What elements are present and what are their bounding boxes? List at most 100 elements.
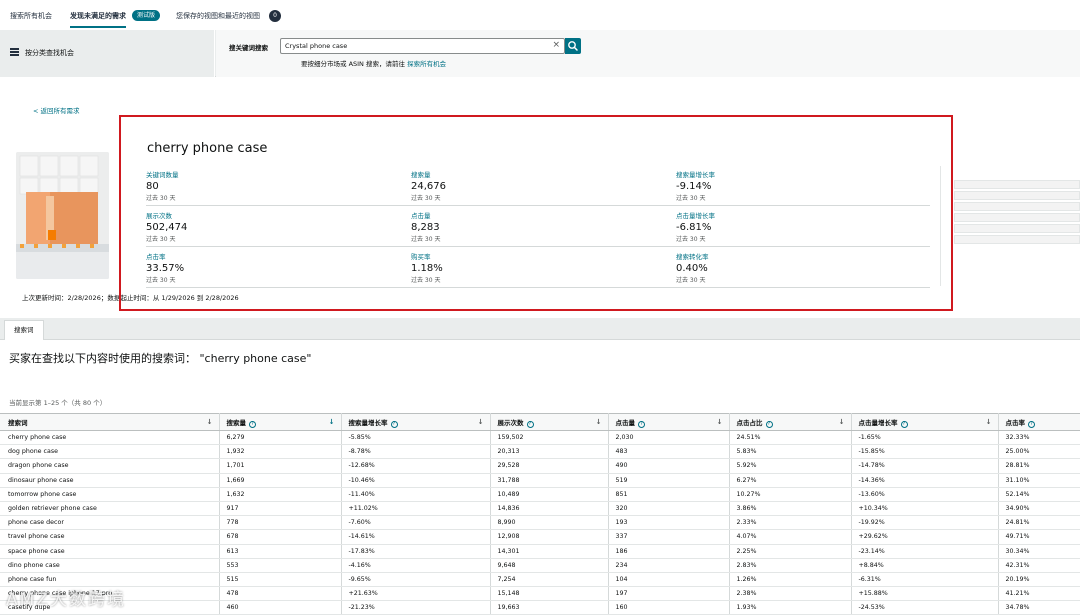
explore-all-opportunities-link[interactable]: 探索所有机会 xyxy=(407,60,447,68)
table-cell: 851 xyxy=(608,487,730,502)
table-cell: -15.85% xyxy=(851,444,999,460)
table-cell: phone case decor xyxy=(0,515,220,531)
sort-down-icon[interactable]: ↓ xyxy=(838,418,845,426)
sort-down-icon[interactable]: ↓ xyxy=(985,418,992,426)
search-button[interactable] xyxy=(565,38,581,54)
sort-down-icon[interactable]: ↓ xyxy=(477,418,484,426)
table-cell: -4.16% xyxy=(341,558,491,573)
table-row[interactable]: cherry phone case 6,279 -5.85% 159,502 2,030… xyxy=(0,430,1080,446)
table-cell: 2.38% xyxy=(729,586,852,602)
table-cell: 2.33% xyxy=(729,515,852,531)
table-cell: 159,502 xyxy=(490,430,609,446)
sort-down-icon[interactable]: ↓ xyxy=(716,418,723,426)
table-cell: -11.40% xyxy=(341,487,491,502)
tab-search-terms[interactable]: 搜索词 xyxy=(4,320,44,340)
table-cell: casetify dupe xyxy=(0,600,220,615)
table-cell: 34.90% xyxy=(998,501,1080,517)
category-filter-label[interactable]: 按分类查找机会 xyxy=(25,49,74,57)
column-header-search-volume-growth[interactable]: 搜索量增长率? ↓ xyxy=(341,413,491,431)
table-cell: -7.60% xyxy=(341,515,491,531)
info-icon[interactable]: ? xyxy=(249,420,256,428)
keyword-search-input[interactable]: Crystal phone case × xyxy=(280,38,565,54)
section-tab-bar: 搜索词 xyxy=(0,318,1080,340)
table-cell: 320 xyxy=(608,501,730,517)
table-cell: 20.19% xyxy=(998,572,1080,588)
back-to-all-demands-link[interactable]: < 返回所有需求 xyxy=(33,107,80,115)
column-header-clicks-growth[interactable]: 点击量增长率? ↓ xyxy=(851,413,999,431)
background-rows xyxy=(954,180,1080,246)
category-filter-panel[interactable]: 按分类查找机会 xyxy=(0,30,215,77)
table-row[interactable]: travel phone case 678 -14.61% 12,908 337 4.07… xyxy=(0,529,1080,545)
info-icon[interactable]: ? xyxy=(390,420,398,428)
table-cell: 553 xyxy=(219,558,342,573)
sort-down-icon[interactable]: ↓ xyxy=(206,418,213,426)
metric-period: 过去 30 天 xyxy=(411,236,441,243)
search-icon xyxy=(568,41,578,51)
table-cell: 10.27% xyxy=(729,487,852,502)
search-hint: 要按细分市场或 ASIN 搜索，请前往 探索所有机会 xyxy=(301,58,446,68)
info-icon[interactable]: ? xyxy=(638,420,645,428)
metric-value: 80 xyxy=(146,181,159,192)
table-cell: phone case fun xyxy=(0,572,220,588)
metric-value: 8,283 xyxy=(411,222,440,233)
table-cell: 337 xyxy=(608,529,730,545)
table-cell: 31,788 xyxy=(490,473,609,488)
tab-saved-views[interactable]: 您保存的视图和最近的视图 xyxy=(176,12,260,20)
table-cell: 24.81% xyxy=(998,515,1080,531)
menu-icon[interactable] xyxy=(10,48,19,56)
metric-value: 0.40% xyxy=(676,263,708,274)
table-row[interactable]: golden retriever phone case 917 +11.02% 14,… xyxy=(0,501,1080,517)
table-cell: 4.07% xyxy=(729,529,852,545)
table-cell: -1.65% xyxy=(851,430,999,446)
table-cell: 613 xyxy=(219,544,342,559)
table-cell: 8,990 xyxy=(490,515,609,531)
table-cell: -19.92% xyxy=(851,515,999,531)
tab-unmet-demand[interactable]: 发现未满足的需求 xyxy=(70,12,126,28)
header-label: 搜索量 xyxy=(226,418,247,427)
table-row[interactable]: cherry phone case iphone 17 pro 478 +21.63… xyxy=(0,586,1080,602)
table-row[interactable]: phone case decor 778 -7.60% 8,990 193 2.33% -1… xyxy=(0,515,1080,531)
table-cell: 197 xyxy=(608,586,730,602)
table-row[interactable]: casetify dupe 460 -21.23% 19,663 160 1.93% -24… xyxy=(0,600,1080,615)
table-row[interactable]: dinosaur phone case 1,669 -10.46% 31,788 519… xyxy=(0,473,1080,488)
table-cell: 778 xyxy=(219,515,342,531)
table-cell: 20,313 xyxy=(490,444,609,460)
sort-down-icon[interactable]: ↓ xyxy=(595,418,602,426)
metric-label: 搜索量增长率 xyxy=(676,171,715,179)
table-cell: 2.25% xyxy=(729,544,852,559)
table-cell: 1,669 xyxy=(219,473,342,488)
table-row[interactable]: tomorrow phone case 1,632 -11.40% 10,489 851… xyxy=(0,487,1080,502)
table-cell: 12,908 xyxy=(490,529,609,545)
table-cell: 49.71% xyxy=(998,529,1080,545)
metric-period: 过去 30 天 xyxy=(146,195,176,202)
table-cell: 14,301 xyxy=(490,544,609,559)
column-header-search-term[interactable]: 搜索词 ↓ xyxy=(0,413,220,431)
table-cell: 29,528 xyxy=(490,458,609,474)
table-cell: 460 xyxy=(219,600,342,615)
info-icon[interactable]: ? xyxy=(526,420,534,428)
clear-icon[interactable]: × xyxy=(552,40,560,50)
header-label: 搜索量增长率 xyxy=(348,418,388,427)
table-cell: +15.88% xyxy=(851,586,999,602)
info-icon[interactable]: ? xyxy=(765,420,773,428)
info-icon[interactable]: ? xyxy=(1028,420,1035,428)
column-header-impressions[interactable]: 展示次数? ↓ xyxy=(490,413,609,431)
search-input-value[interactable]: Crystal phone case xyxy=(285,42,348,50)
table-cell: -8.78% xyxy=(341,444,491,460)
sort-down-icon[interactable]: ↓ xyxy=(328,418,335,426)
table-cell: -14.61% xyxy=(341,529,491,545)
table-row[interactable]: dragon phone case 1,701 -12.68% 29,528 490 5.… xyxy=(0,458,1080,474)
table-header-row: 搜索词 ↓ 搜索量? ↓ 搜索量增长率? ↓ 展示次数? ↓ 点击量? ↓ 点击占比? ↓ … xyxy=(0,413,1080,431)
column-header-clicks[interactable]: 点击量? ↓ xyxy=(608,413,730,431)
column-header-click-share[interactable]: 点击占比? ↓ xyxy=(729,413,852,431)
table-row[interactable]: phone case fun 515 -9.65% 7,254 104 1.26% -6.3… xyxy=(0,572,1080,588)
column-header-click-rate[interactable]: 点击率? xyxy=(998,413,1080,431)
table-row[interactable]: dog phone case 1,932 -8.78% 20,313 483 5.83% -… xyxy=(0,444,1080,460)
info-icon[interactable]: ? xyxy=(900,420,908,428)
keyword-search-label: 搜关键词搜索 xyxy=(229,44,268,52)
tab-search-all-opportunities[interactable]: 搜索所有机会 xyxy=(10,12,52,20)
table-cell: 1.26% xyxy=(729,572,852,588)
column-header-search-volume[interactable]: 搜索量? ↓ xyxy=(219,413,342,431)
table-row[interactable]: space phone case 613 -17.83% 14,301 186 2.25%… xyxy=(0,544,1080,559)
table-row[interactable]: dino phone case 553 -4.16% 9,648 234 2.83% +8.… xyxy=(0,558,1080,573)
